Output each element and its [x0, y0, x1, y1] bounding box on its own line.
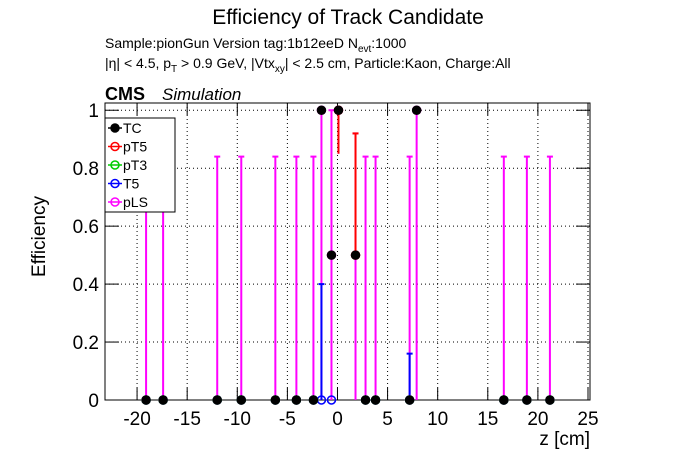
y-tick-label: 0.2 [73, 333, 99, 354]
legend-marker [110, 197, 120, 207]
point [212, 395, 222, 405]
legend-marker [110, 141, 120, 152]
point [333, 105, 344, 115]
legend-marker [110, 160, 120, 170]
legend-label: pT3 [123, 157, 147, 173]
x-tick-label: 25 [577, 409, 598, 430]
legend-label: TC [123, 120, 142, 136]
legend-marker [110, 178, 120, 189]
point [350, 250, 361, 260]
y-tick-label: 0.8 [73, 159, 99, 180]
subtitle-part: > 0.9 GeV, |Vtx [177, 55, 275, 71]
x-axis-label: z [cm] [539, 429, 590, 450]
point [326, 395, 337, 405]
subtitle-part: Sample:pionGun Version tag:1b12eeD N [105, 35, 358, 51]
legend-label: T5 [123, 176, 140, 192]
point [291, 395, 302, 405]
point [404, 395, 415, 405]
x-tick-label: 0 [332, 409, 343, 430]
legend-label: pLS [123, 194, 148, 210]
point [316, 105, 327, 115]
subscript: evt [358, 44, 372, 55]
x-tick-label: 15 [477, 409, 498, 430]
chart-title: Efficiency of Track Candidate [212, 6, 484, 29]
y-tick-label: 0.4 [73, 275, 100, 296]
sim-label: Simulation [162, 85, 241, 104]
y-tick-label: 0.6 [73, 217, 99, 238]
point [158, 395, 168, 405]
subtitle-part: :1000 [371, 35, 406, 51]
x-tick-label: 20 [527, 409, 548, 430]
x-tick-label: -5 [279, 409, 296, 430]
x-tick-label: -20 [123, 409, 150, 430]
subtitle: Sample:pionGun Version tag:1b12eeD Nevt:… [105, 35, 407, 55]
x-tick-label: 5 [382, 409, 393, 430]
point [411, 105, 422, 115]
cms-label: CMS [105, 84, 145, 104]
point [308, 395, 319, 405]
point [522, 395, 532, 405]
point [270, 395, 281, 405]
point [236, 395, 247, 405]
point [141, 395, 151, 405]
point [499, 395, 509, 405]
subtitle-part: | < 2.5 cm, Particle:Kaon, Charge:All [285, 55, 511, 71]
point [360, 395, 371, 405]
y-tick-label: 0 [88, 391, 99, 412]
point [326, 250, 337, 260]
x-tick-label: -15 [173, 409, 200, 430]
y-axis-label: Efficiency [29, 196, 50, 277]
subscript: xy [275, 64, 285, 75]
subtitle: |η| < 4.5, pT > 0.9 GeV, |Vtxxy| < 2.5 c… [105, 55, 511, 75]
point [370, 395, 381, 405]
legend-marker [110, 123, 120, 133]
y-tick-label: 1 [88, 101, 99, 122]
x-tick-label: -10 [224, 409, 251, 430]
plot-frame [104, 102, 591, 401]
subscript: T [171, 64, 177, 75]
subtitle-part: |η| < 4.5, p [105, 55, 171, 71]
point [545, 395, 555, 405]
legend-label: pT5 [123, 139, 147, 155]
x-tick-label: 10 [427, 409, 448, 430]
